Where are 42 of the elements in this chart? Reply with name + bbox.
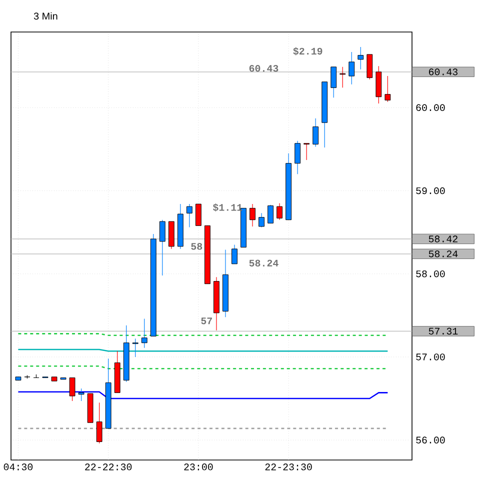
ref-line-label: 58.42 — [428, 236, 458, 242]
x-tick-label: 04:30 — [4, 464, 33, 470]
y-tick-label: 56.00 — [416, 436, 445, 444]
annotation: 58.24 — [249, 260, 278, 266]
candlestick — [141, 318, 148, 348]
candlestick — [258, 212, 264, 228]
chart-title: 3 Min — [34, 12, 58, 20]
candlestick — [312, 118, 319, 147]
candlestick — [78, 388, 84, 402]
candlestick — [348, 52, 355, 85]
y-tick-label: 57.00 — [416, 354, 445, 360]
candlestick — [268, 204, 274, 224]
y-tick-label: 58.00 — [416, 270, 445, 278]
annotation: 60.43 — [249, 64, 278, 72]
annotation: 58 — [191, 243, 202, 250]
x-tick-label: 22-22:30 — [85, 464, 132, 470]
ref-line-label: 58.24 — [428, 250, 458, 258]
y-tick-label: 59.00 — [416, 187, 445, 194]
ref-line-label: 57.31 — [428, 328, 458, 335]
candlestick — [69, 377, 76, 402]
x-tick-label: 22-23:30 — [265, 464, 312, 470]
annotation: $1.11 — [213, 203, 242, 212]
candlestick — [340, 66, 346, 88]
candlestick — [159, 220, 166, 276]
candlestick — [250, 204, 256, 227]
candlestick — [132, 338, 138, 358]
candlestick — [358, 46, 364, 70]
candlestick — [366, 54, 373, 80]
candlestick — [294, 140, 301, 174]
candlestick — [276, 202, 282, 220]
candlestick — [195, 204, 202, 226]
candlestick — [384, 76, 391, 102]
candlestick — [96, 402, 102, 444]
candlestick — [330, 66, 337, 98]
candlestick — [232, 244, 238, 264]
candlestick — [186, 204, 192, 228]
annotation: 57 — [201, 318, 212, 324]
x-tick-label: 23:00 — [184, 464, 213, 470]
annotation: $2.19 — [293, 47, 322, 56]
y-tick-label: 60.00 — [416, 104, 445, 112]
candlestick — [304, 143, 310, 160]
ref-line-label: 60.43 — [428, 68, 458, 76]
